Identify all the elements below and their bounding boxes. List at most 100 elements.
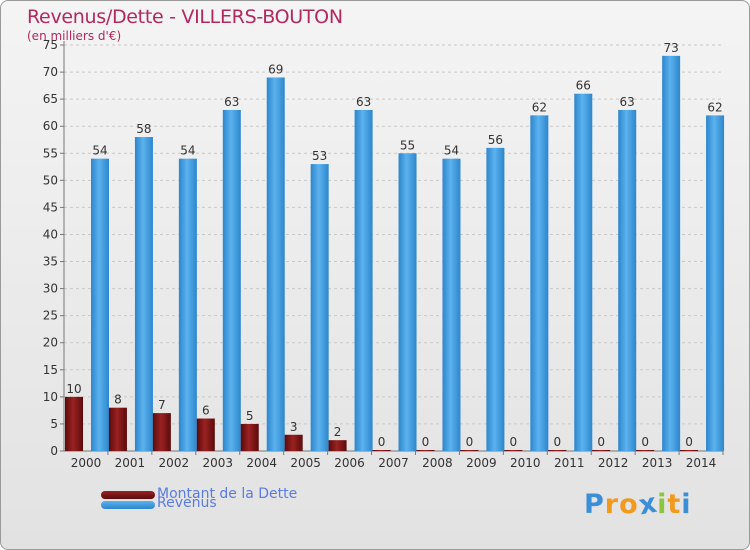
bar-revenus-2004 (266, 77, 285, 451)
data-label-revenus: 66 (576, 79, 591, 93)
logo-letter: P (584, 489, 605, 520)
x-tick-label: 2003 (202, 456, 233, 470)
bar-revenus-2008 (442, 158, 461, 451)
bar-revenus-2013 (662, 55, 681, 452)
x-tick-label: 2013 (642, 456, 673, 470)
bar-revenus-2003 (222, 109, 241, 452)
x-tick-label: 2006 (334, 456, 365, 470)
data-label-revenus: 53 (312, 149, 327, 163)
x-tick-label: 2007 (378, 456, 409, 470)
x-tick-label: 2004 (246, 456, 277, 470)
y-tick-label: 35 (43, 255, 58, 269)
x-tick-label: 2012 (598, 456, 629, 470)
legend-label-revenus: Revenus (157, 495, 217, 511)
data-label-revenus: 58 (136, 122, 151, 136)
bar-dette-2005 (284, 434, 303, 451)
y-tick-label: 75 (43, 38, 58, 52)
proxiti-logo: Proxiti (584, 488, 692, 522)
data-label-revenus: 55 (400, 138, 415, 152)
legend-swatch-dette (101, 491, 155, 499)
bar-revenus-2010 (530, 115, 549, 451)
bar-dette-2013 (636, 450, 655, 451)
data-label-dette: 0 (510, 435, 518, 449)
x-tick-label: 2010 (510, 456, 541, 470)
data-label-dette: 2 (334, 425, 342, 439)
x-tick-label: 2008 (422, 456, 453, 470)
bar-dette-2006 (328, 440, 347, 451)
y-tick-label: 70 (43, 65, 58, 79)
y-tick-label: 20 (43, 336, 58, 350)
chart-subtitle: (en milliers d'€) (27, 29, 122, 43)
data-label-dette: 5 (246, 409, 254, 423)
bar-dette-2007 (372, 450, 391, 451)
bar-revenus-2005 (310, 164, 329, 452)
bar-revenus-2014 (706, 115, 725, 451)
x-tick-label: 2000 (71, 456, 102, 470)
x-tick-label: 2014 (686, 456, 717, 470)
x-tick-label: 2001 (115, 456, 146, 470)
grid (64, 44, 723, 425)
bar-dette-2008 (416, 450, 435, 451)
bar-revenus-2007 (398, 153, 417, 451)
logo-letter: o (619, 489, 639, 520)
data-label-revenus: 63 (356, 95, 371, 109)
chart-title: Revenus/Dette - VILLERS-BOUTON (27, 6, 343, 28)
bar-dette-2009 (460, 450, 479, 451)
y-tick-label: 10 (43, 390, 58, 404)
bar-dette-2010 (504, 450, 523, 451)
data-label-revenus: 54 (180, 144, 195, 158)
y-tick-label: 30 (43, 282, 58, 296)
logo-letter: r (604, 489, 620, 520)
data-label-dette: 0 (466, 435, 474, 449)
data-label-revenus: 73 (663, 41, 678, 55)
bar-dette-2001 (108, 407, 127, 451)
legend-label-dette: Montant de la Dette (157, 486, 298, 502)
y-tick-label: 5 (50, 417, 58, 431)
data-label-revenus: 54 (444, 144, 459, 158)
bar-revenus-2002 (178, 158, 197, 451)
logo-letter: i (681, 489, 692, 520)
data-label-dette: 0 (685, 435, 693, 449)
x-tick-label: 2002 (159, 456, 190, 470)
y-tick-label: 25 (43, 309, 58, 323)
data-label-dette: 0 (422, 435, 430, 449)
bar-revenus-2006 (354, 109, 373, 452)
data-label-revenus: 54 (92, 144, 107, 158)
bar-revenus-2012 (618, 109, 637, 452)
bar-revenus-2009 (486, 147, 505, 451)
x-tick-label: 2009 (466, 456, 497, 470)
bar-dette-2012 (592, 450, 611, 451)
data-label-dette: 7 (158, 398, 166, 412)
x-tick-label: 2011 (554, 456, 585, 470)
bar-dette-2014 (680, 450, 699, 451)
bar-dette-2002 (152, 413, 171, 451)
data-label-revenus: 63 (620, 95, 635, 109)
data-label-revenus: 63 (224, 95, 239, 109)
logo-letter: t (667, 489, 682, 520)
bar-revenus-2011 (574, 93, 593, 451)
y-tick-label: 60 (43, 119, 58, 133)
data-label-dette: 0 (553, 435, 561, 449)
logo-letter: i (657, 489, 668, 520)
bar-revenus-2000 (91, 158, 109, 451)
data-label-revenus: 69 (268, 62, 283, 76)
y-tick-label: 55 (43, 146, 58, 160)
y-tick-label: 50 (43, 173, 58, 187)
data-label-dette: 0 (597, 435, 605, 449)
y-tick-label: 0 (50, 444, 58, 458)
data-label-dette: 8 (114, 393, 122, 407)
y-tick-label: 65 (43, 92, 58, 106)
bar-dette-2011 (548, 450, 567, 451)
data-labels: 10 54 8 58 7 54 6 63 5 69 3 53 2 63 0 55 0 54 0 56 0 62 0 66 0 63… (66, 41, 722, 449)
data-label-dette: 10 (66, 382, 81, 396)
bar-dette-2000 (65, 396, 83, 451)
legend-swatch-revenus (101, 501, 155, 509)
bar-dette-2004 (240, 423, 259, 451)
data-label-dette: 0 (641, 435, 649, 449)
y-tick-label: 15 (43, 363, 58, 377)
y-tick-label: 45 (43, 200, 58, 214)
data-label-revenus: 62 (707, 100, 722, 114)
